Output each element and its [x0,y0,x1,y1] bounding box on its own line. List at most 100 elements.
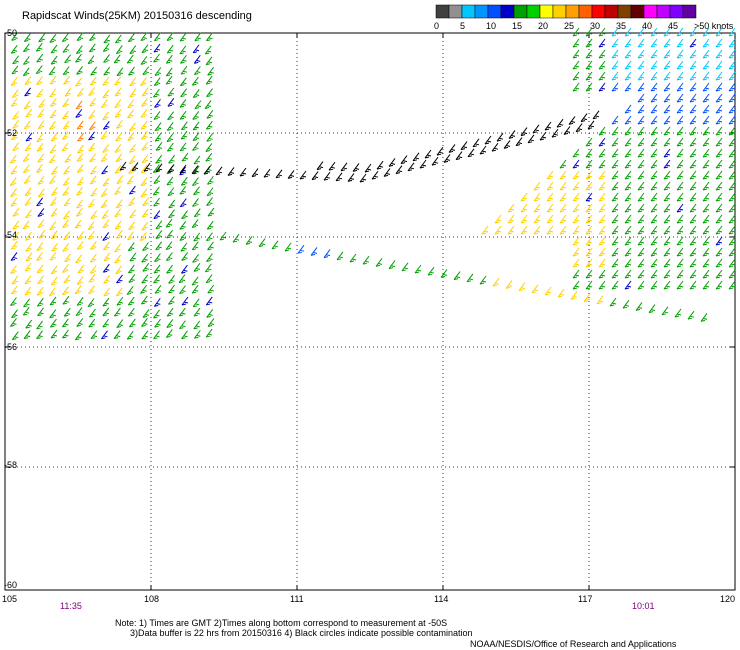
wind-barb [507,225,515,235]
wind-barb [10,97,18,107]
wind-barb [205,328,213,338]
wind-barb [89,265,97,274]
wind-barb [559,159,567,169]
wind-barb [227,167,235,176]
wind-barb [102,177,110,187]
wind-barb [598,192,606,202]
wind-barb [64,87,72,97]
legend-label: 45 [668,21,678,31]
wind-barb [637,247,645,257]
wind-barb [585,192,593,202]
wind-barb [702,236,710,246]
wind-barb [167,87,175,97]
wind-barb [431,156,439,166]
wind-barb [129,209,137,219]
wind-barb [702,93,710,103]
wind-barb [702,214,710,224]
wind-barb [347,173,355,182]
wind-barb [166,32,174,41]
wind-barb [663,82,671,92]
wind-barb [35,42,43,52]
wind-barb [533,181,541,191]
wind-barb [728,269,736,279]
wind-barb [494,225,502,235]
wind-barb [89,76,97,86]
wind-barb [715,203,723,213]
wind-barb [676,60,684,70]
notes: Note: 1) Times are GMT 2)Times along bot… [115,618,473,638]
wind-barb [650,126,658,136]
wind-barb [114,99,122,109]
legend-label: 25 [564,21,574,31]
wind-barb [585,280,593,290]
wind-barb [166,44,174,54]
wind-barb [143,162,151,172]
wind-barb [10,285,18,295]
wind-barb [650,203,658,213]
wind-barb [689,181,697,191]
wind-barb [676,192,684,202]
wind-barb [611,258,619,268]
wind-barb [674,308,682,318]
wind-barb [75,45,83,55]
wind-barb [689,49,697,59]
wind-barb [63,165,71,175]
wind-barb [702,192,710,202]
wind-barb [51,166,58,175]
wind-barb [50,318,57,328]
wind-barb [559,225,567,235]
wind-barb [23,43,30,53]
wind-barb [155,163,163,173]
wind-barb [127,296,135,306]
wind-barb [205,152,213,162]
wind-barb [102,144,110,153]
wind-barb [62,66,70,76]
wind-barb [119,161,127,171]
wind-barb [702,82,710,92]
wind-barb [728,192,736,202]
wind-barb [205,56,213,66]
wind-barb [191,241,199,251]
wind-barb [180,65,188,75]
wind-barb [89,175,97,185]
wind-barb [88,131,95,141]
wind-barb [466,273,474,283]
wind-barb [598,38,606,48]
wind-barb [689,280,697,290]
wind-barb [88,121,96,131]
wind-barb [494,214,502,224]
wind-barb [637,269,645,279]
wind-barb [663,192,671,202]
wind-barb [585,71,593,81]
wind-barb [166,133,174,143]
wind-barb [515,137,523,147]
wind-barb [650,60,658,70]
wind-barb [689,104,697,114]
wind-barb [676,214,684,224]
wind-barb [637,214,645,224]
wind-barb [624,280,632,290]
wind-barb [622,299,630,309]
wind-barb [12,55,20,65]
wind-barb [424,149,432,159]
wind-barb [102,111,109,121]
wind-barb [127,242,135,252]
wind-barb [76,199,83,209]
wind-barb [728,104,736,114]
wind-barb [637,104,645,114]
wind-barb [128,197,135,207]
wind-barb [205,296,213,306]
wind-barb [62,98,70,108]
wind-barb [533,203,541,213]
wind-barb [141,141,149,151]
lat-label-60: -60 [4,580,18,590]
wind-barb [448,144,456,153]
wind-barb [75,77,82,87]
wind-barb [114,87,122,97]
wind-barb [153,274,160,284]
wind-barb [153,330,160,340]
wind-barbs [9,27,736,341]
wind-barb [167,164,175,173]
legend-swatch [682,4,697,19]
wind-map[interactable] [0,0,740,600]
